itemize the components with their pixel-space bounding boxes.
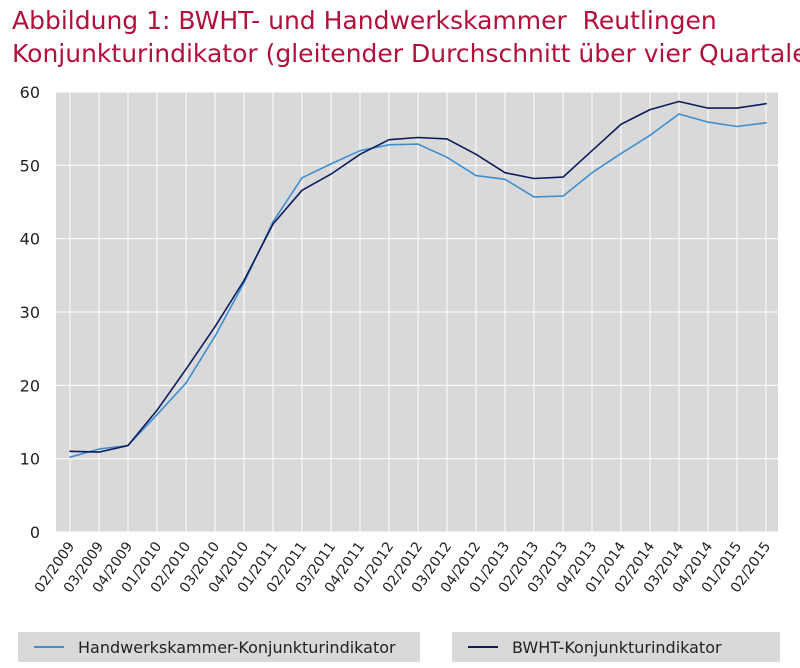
legend-item-bwht: BWHT-Konjunkturindikator [452, 632, 780, 662]
series-line-handwerkskammer [69, 113, 767, 458]
legend-swatch-bwht [468, 646, 498, 648]
grid-lines [56, 91, 778, 533]
y-tick-label: 10 [20, 450, 40, 469]
y-tick-label: 60 [20, 83, 40, 102]
legend-swatch-handwerkskammer [34, 646, 64, 648]
legend-label-bwht: BWHT-Konjunkturindikator [512, 637, 722, 657]
y-tick-label: 20 [20, 376, 40, 395]
series-line-bwht [69, 100, 767, 453]
x-axis-ticks: 02/200903/200904/200901/201002/201003/20… [32, 539, 774, 596]
y-tick-label: 0 [30, 523, 40, 542]
y-tick-label: 30 [20, 303, 40, 322]
title-line-1: Abbildung 1: BWHT- und Handwerkskammer R… [12, 6, 717, 35]
chart-title: Abbildung 1: BWHT- und Handwerkskammer R… [12, 4, 800, 70]
series-lines [69, 100, 767, 458]
y-tick-label: 40 [20, 230, 40, 249]
legend-label-handwerkskammer: Handwerkskammer-Konjunkturindikator [78, 637, 396, 657]
y-axis-ticks: 0 10 20 30 40 50 60 [20, 83, 40, 542]
title-line-2: Konjunkturindikator (gleitender Durchsch… [12, 39, 800, 68]
y-tick-label: 50 [20, 156, 40, 175]
line-chart: 0 10 20 30 40 50 60 02/200903/200904/200901/20… [20, 83, 778, 596]
legend-item-handwerkskammer: Handwerkskammer-Konjunkturindikator [18, 632, 420, 662]
